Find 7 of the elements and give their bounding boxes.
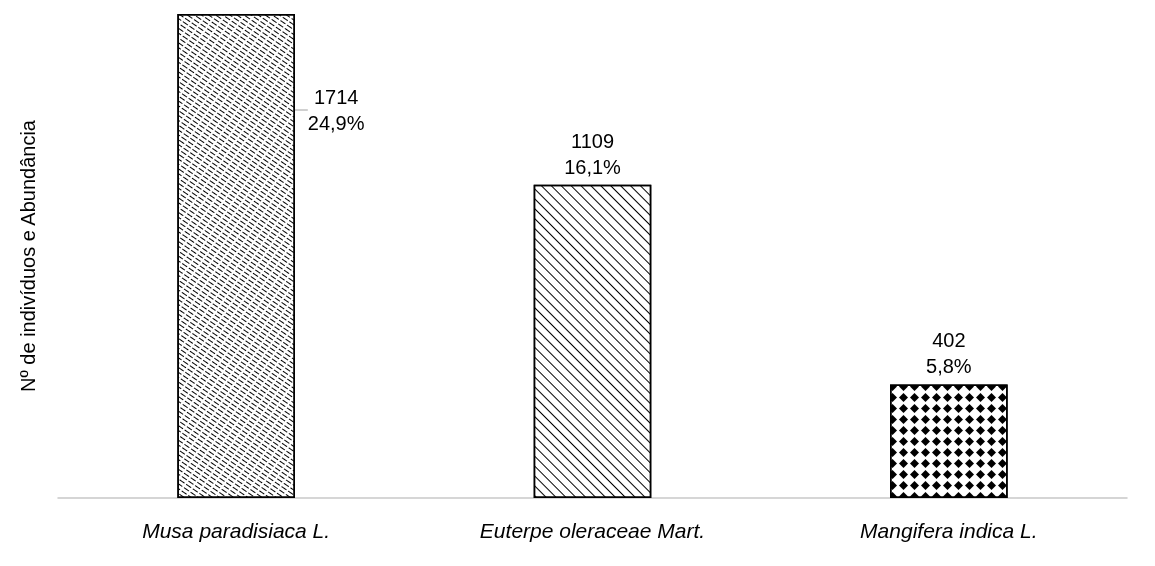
x-tick-label: Mangifera indica L. bbox=[860, 519, 1038, 542]
x-tick-label: Euterpe oleraceae Mart. bbox=[479, 519, 706, 542]
y-axis-title: Nº de indivíduos e Abundância bbox=[17, 119, 39, 392]
data-label: 1109 16,1% bbox=[564, 129, 622, 178]
data-label: 402 5,8% bbox=[926, 329, 972, 378]
data-label: 1714 24,9% bbox=[307, 86, 365, 134]
x-tick-label: Musa paradisiaca L. bbox=[142, 519, 331, 542]
